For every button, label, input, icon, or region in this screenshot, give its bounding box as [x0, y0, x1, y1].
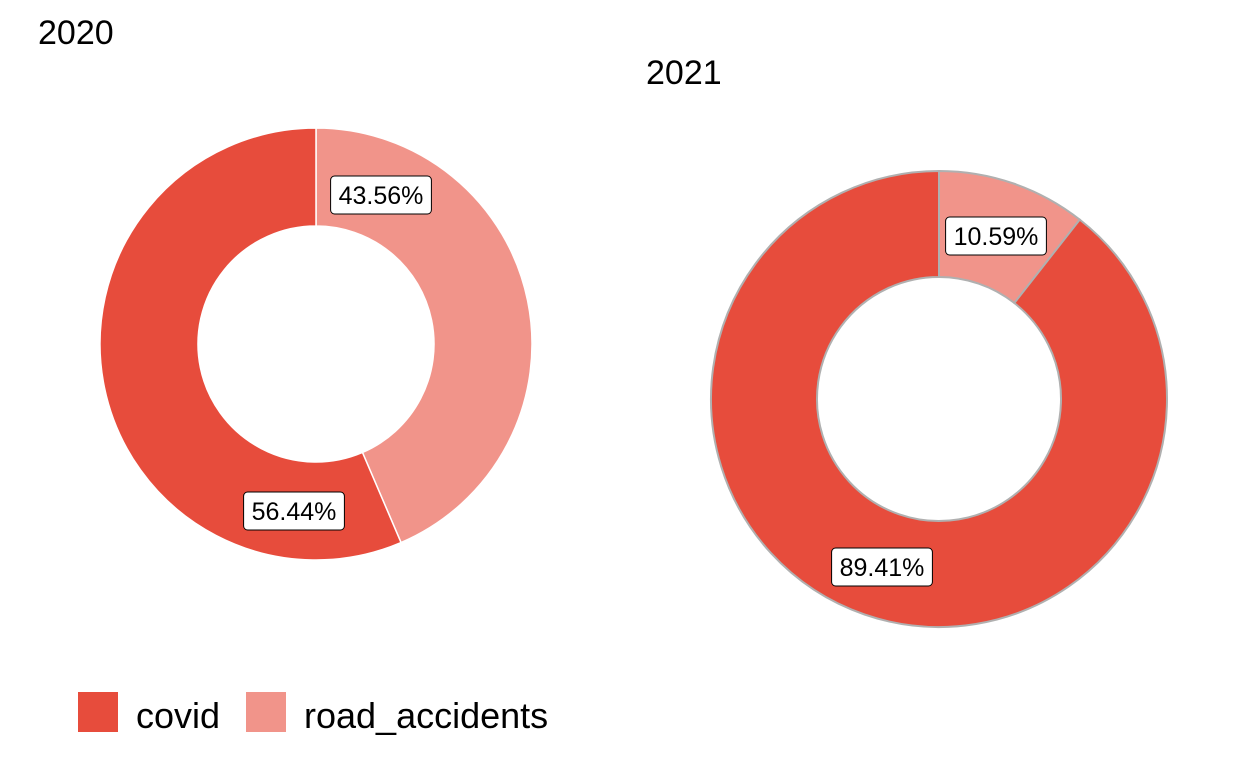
data-label-text: 56.44% — [252, 498, 337, 526]
data-label-text: 89.41% — [840, 554, 925, 582]
legend-label-road-accidents: road_accidents — [304, 695, 548, 736]
slice-road-accidents — [315, 127, 533, 544]
donut-chart-2021: 2021 10.59% 89.41% — [646, 54, 1168, 628]
data-label-box — [243, 491, 345, 531]
legend-swatch-road-accidents — [246, 692, 286, 732]
data-label-text: 43.56% — [339, 182, 424, 210]
donut-chart-2020: 2020 43.56% 56.44% — [38, 14, 533, 561]
data-label-road-accidents: 43.56% — [330, 175, 432, 215]
slice-covid — [710, 169, 1168, 628]
legend-label-covid: covid — [136, 695, 220, 736]
chart-title-2021: 2021 — [646, 54, 722, 92]
chart-title-2020: 2020 — [38, 14, 114, 52]
data-label-text: 10.59% — [954, 223, 1039, 251]
data-label-road-accidents: 10.59% — [945, 216, 1047, 256]
data-label-box — [831, 547, 933, 587]
data-label-box — [945, 216, 1047, 256]
data-label-covid: 89.41% — [831, 547, 933, 587]
data-label-covid: 56.44% — [243, 491, 345, 531]
data-label-box — [330, 175, 432, 215]
legend-swatch-covid — [78, 692, 118, 732]
legend: covid road_accidents — [78, 692, 548, 736]
slice-covid — [99, 127, 403, 561]
